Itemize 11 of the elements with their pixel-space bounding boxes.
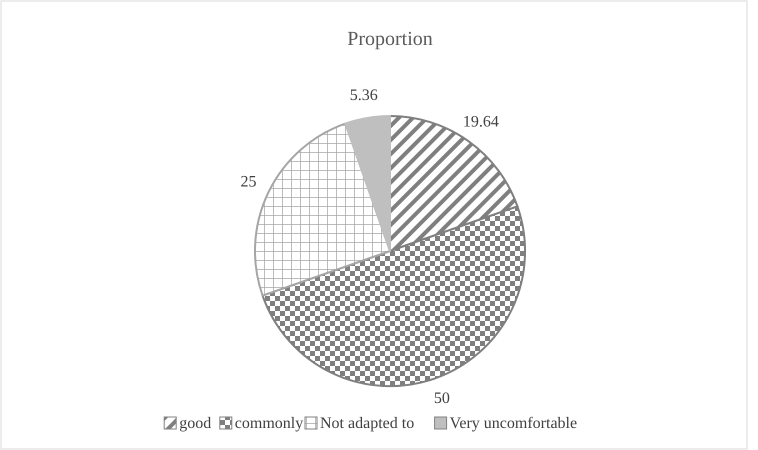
pie-slice [254, 122, 391, 297]
legend-label: good [179, 415, 212, 432]
data-label: 25 [240, 174, 257, 191]
data-label: 50 [434, 390, 450, 407]
legend-label: commonly [234, 415, 304, 432]
chart-title: Proportion [347, 28, 433, 50]
data-label: 5.36 [350, 86, 378, 104]
data-label: 19.64 [462, 114, 499, 131]
legend-label: Not adapted to [320, 415, 414, 432]
legend-label: Very uncomfortable [450, 415, 578, 432]
pie-slice [344, 115, 391, 252]
